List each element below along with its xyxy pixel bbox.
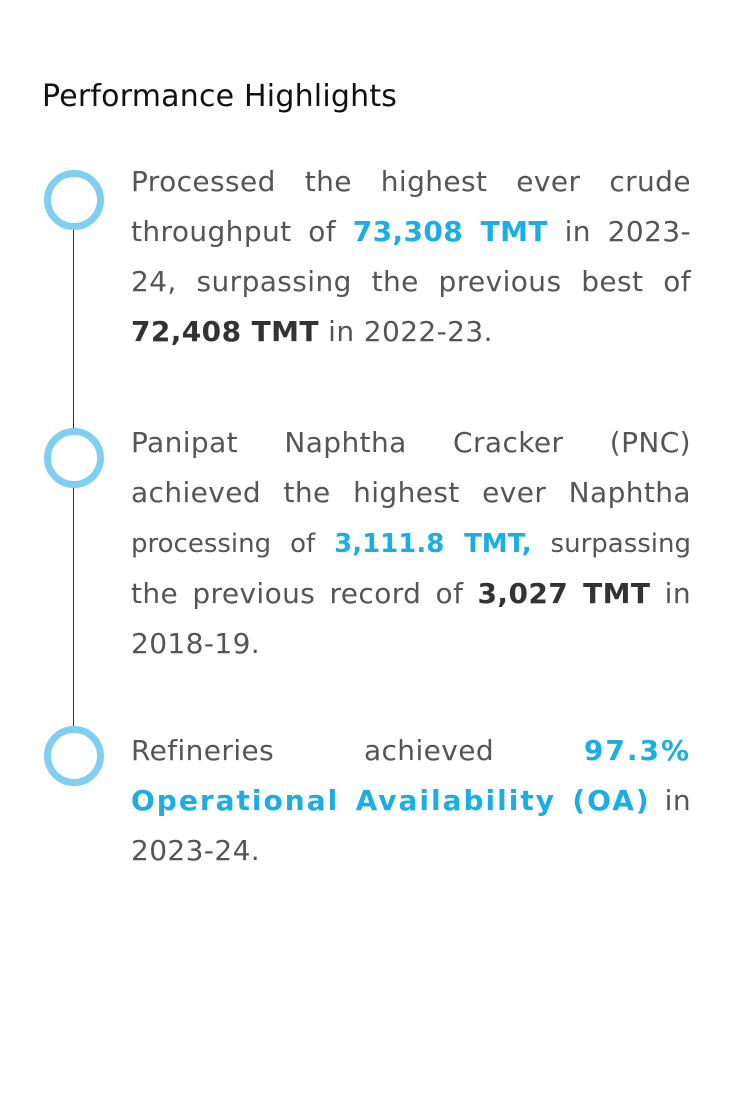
- highlight-value: 3,027 TMT: [477, 577, 651, 610]
- page-title: Performance Highlights: [42, 79, 398, 114]
- timeline-node-circle-icon: [44, 428, 104, 488]
- highlight-text: in 2022-23.: [318, 315, 493, 348]
- timeline-node-circle-icon: [44, 170, 104, 230]
- highlight-text: in 2023-24, surpassing the previous best…: [131, 215, 691, 298]
- highlight-item-naphtha-processing: Panipat Naphtha Cracker (PNC) achieved t…: [131, 418, 691, 669]
- highlight-item-crude-throughput: Processed the highest ever crude through…: [131, 157, 691, 357]
- highlight-value: 3,111.8 TMT,: [334, 529, 532, 559]
- highlight-text: Refineries achieved: [131, 734, 584, 767]
- highlight-text: surpassing: [531, 529, 691, 559]
- highlight-value: 97.3% Operational Availability (OA): [131, 734, 691, 817]
- highlight-text: Processed the highest ever crude through…: [131, 165, 691, 248]
- highlight-text: Panipat Naphtha Cracker (PNC) achieved t…: [131, 426, 691, 509]
- highlight-text: the previous record of: [131, 577, 478, 610]
- highlight-text: in 2018-19.: [131, 577, 691, 660]
- timeline-node-circle-icon: [44, 726, 104, 786]
- highlight-text: processing of: [131, 529, 335, 559]
- highlight-item-operational-availability: Refineries achieved 97.3% Operational Av…: [131, 726, 691, 876]
- highlight-text: in 2023-24.: [131, 784, 691, 867]
- highlight-value: 72,408 TMT: [131, 315, 319, 348]
- highlight-value: 73,308 TMT: [352, 215, 548, 248]
